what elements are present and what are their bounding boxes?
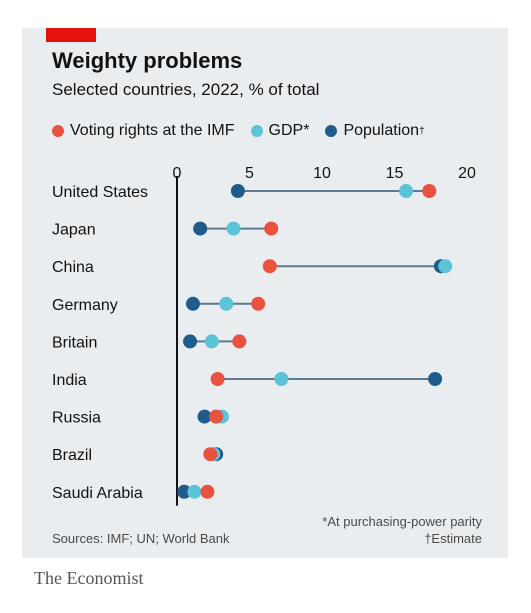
legend-label-population: Population [343,122,420,139]
category-label: Russia [52,410,101,427]
x-tick-label: 5 [245,165,254,182]
legend-item-gdp: GDP* [250,122,310,140]
legend-dot-voting [52,125,64,137]
data-point [428,372,443,386]
legend-item-population: Population † [325,122,425,140]
category-label: Saudi Arabia [52,485,143,502]
data-point [438,259,453,274]
brand-red-tag [46,28,96,42]
x-tick-label: 10 [313,165,331,182]
category-label: Brazil [52,447,92,464]
legend-label-gdp: GDP* [268,122,310,139]
footnote-ppp: *At purchasing-power parity [322,514,482,529]
chart-title: Weighty problems [52,48,243,73]
data-point [230,184,245,198]
legend-dot-gdp [250,125,263,137]
x-tick-label: 0 [173,165,182,182]
footnotes: *At purchasing-power parity †Estimate [322,513,482,547]
footnote-estimate: †Estimate [424,531,482,546]
data-point [262,259,277,274]
category-label: United States [52,184,148,201]
data-point [187,484,202,499]
legend-dot-population [325,125,338,137]
publisher-brand: The Economist [34,568,144,588]
category-label: China [52,259,94,276]
data-point [185,296,200,311]
data-point [204,334,219,349]
data-point [399,184,414,198]
chart-subtitle: Selected countries, 2022, % of total [52,80,320,99]
data-point [197,409,212,424]
category-label: India [52,372,87,389]
data-point [193,221,208,236]
data-point [177,484,192,499]
data-point [203,447,218,462]
data-point [422,184,437,198]
category-label: Germany [52,297,118,314]
data-point [274,372,289,386]
sources-note: Sources: IMF; UN; World Bank [52,531,230,546]
x-tick-label: 15 [386,165,404,182]
data-point [219,296,234,311]
data-point [251,296,266,311]
x-tick-label: 20 [458,165,476,182]
chart-panel [22,28,508,558]
category-label: Japan [52,222,96,239]
data-point [200,484,215,499]
legend-label-voting: Voting rights at the IMF [70,122,235,139]
data-point [232,334,247,349]
legend-item-voting: Voting rights at the IMF [52,122,235,140]
data-point [209,409,224,424]
data-point [183,334,198,349]
data-point [264,221,279,236]
data-point [210,372,225,386]
data-point [226,221,241,236]
category-label: Britain [52,334,97,351]
legend-sup-population: † [419,125,425,137]
chart-legend: Voting rights at the IMF GDP* Population… [52,122,441,140]
